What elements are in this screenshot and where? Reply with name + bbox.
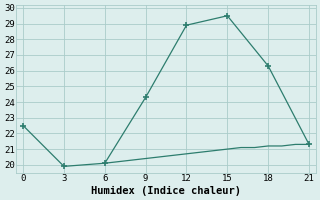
X-axis label: Humidex (Indice chaleur): Humidex (Indice chaleur): [91, 186, 241, 196]
